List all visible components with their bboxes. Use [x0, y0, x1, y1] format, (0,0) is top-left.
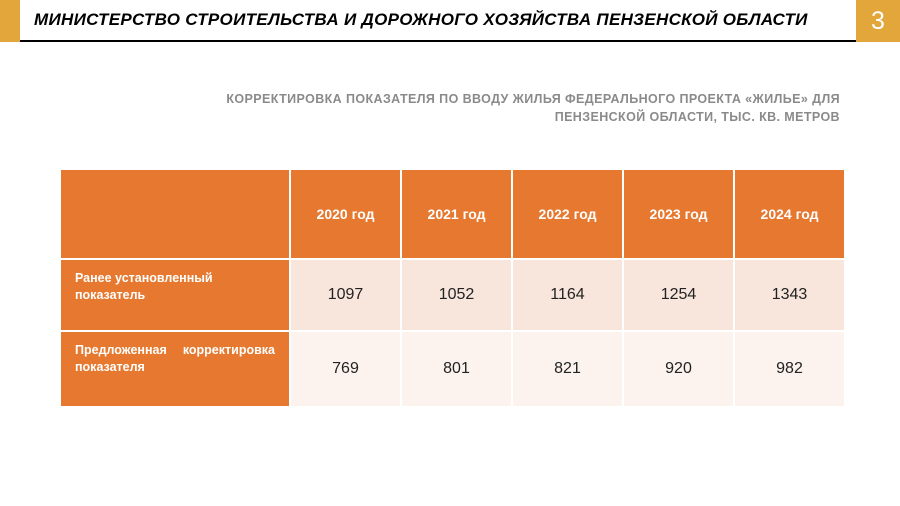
cell-value: 821: [513, 332, 622, 406]
data-table-wrap: 2020 год 2021 год 2022 год 2023 год 2024…: [59, 168, 841, 408]
cell-value: 801: [402, 332, 511, 406]
row-label: Предложенная корректировка показателя: [61, 332, 289, 406]
title-wrap: МИНИСТЕРСТВО СТРОИТЕЛЬСТВА И ДОРОЖНОГО Х…: [20, 0, 856, 42]
col-header: 2024 год: [735, 170, 844, 258]
page-title: МИНИСТЕРСТВО СТРОИТЕЛЬСТВА И ДОРОЖНОГО Х…: [34, 10, 808, 30]
col-header: 2020 год: [291, 170, 400, 258]
header-blank: [61, 170, 289, 258]
cell-value: 1097: [291, 260, 400, 330]
table-header-row: 2020 год 2021 год 2022 год 2023 год 2024…: [61, 170, 844, 258]
col-header: 2021 год: [402, 170, 511, 258]
subtitle-line2: ПЕНЗЕНСКОЙ ОБЛАСТИ, ТЫС. КВ. МЕТРОВ: [555, 110, 840, 124]
cell-value: 1052: [402, 260, 511, 330]
subtitle-line1: КОРРЕКТИРОВКА ПОКАЗАТЕЛЯ ПО ВВОДУ ЖИЛЬЯ …: [226, 92, 840, 106]
row-label-word: корректировка: [183, 342, 275, 359]
table-row: Предложенная корректировка показателя 76…: [61, 332, 844, 406]
page-number: 3: [856, 0, 900, 42]
cell-value: 1254: [624, 260, 733, 330]
row-label-line2: показателя: [75, 360, 145, 374]
row-label: Ранее установленный показатель: [61, 260, 289, 330]
cell-value: 982: [735, 332, 844, 406]
cell-value: 769: [291, 332, 400, 406]
col-header: 2023 год: [624, 170, 733, 258]
table-row: Ранее установленный показатель 1097 1052…: [61, 260, 844, 330]
data-table: 2020 год 2021 год 2022 год 2023 год 2024…: [59, 168, 846, 408]
col-header: 2022 год: [513, 170, 622, 258]
accent-bar: [0, 0, 20, 42]
cell-value: 1343: [735, 260, 844, 330]
subtitle: КОРРЕКТИРОВКА ПОКАЗАТЕЛЯ ПО ВВОДУ ЖИЛЬЯ …: [0, 90, 840, 126]
cell-value: 1164: [513, 260, 622, 330]
cell-value: 920: [624, 332, 733, 406]
row-label-word: Предложенная: [75, 342, 167, 359]
header-bar: МИНИСТЕРСТВО СТРОИТЕЛЬСТВА И ДОРОЖНОГО Х…: [0, 0, 900, 42]
